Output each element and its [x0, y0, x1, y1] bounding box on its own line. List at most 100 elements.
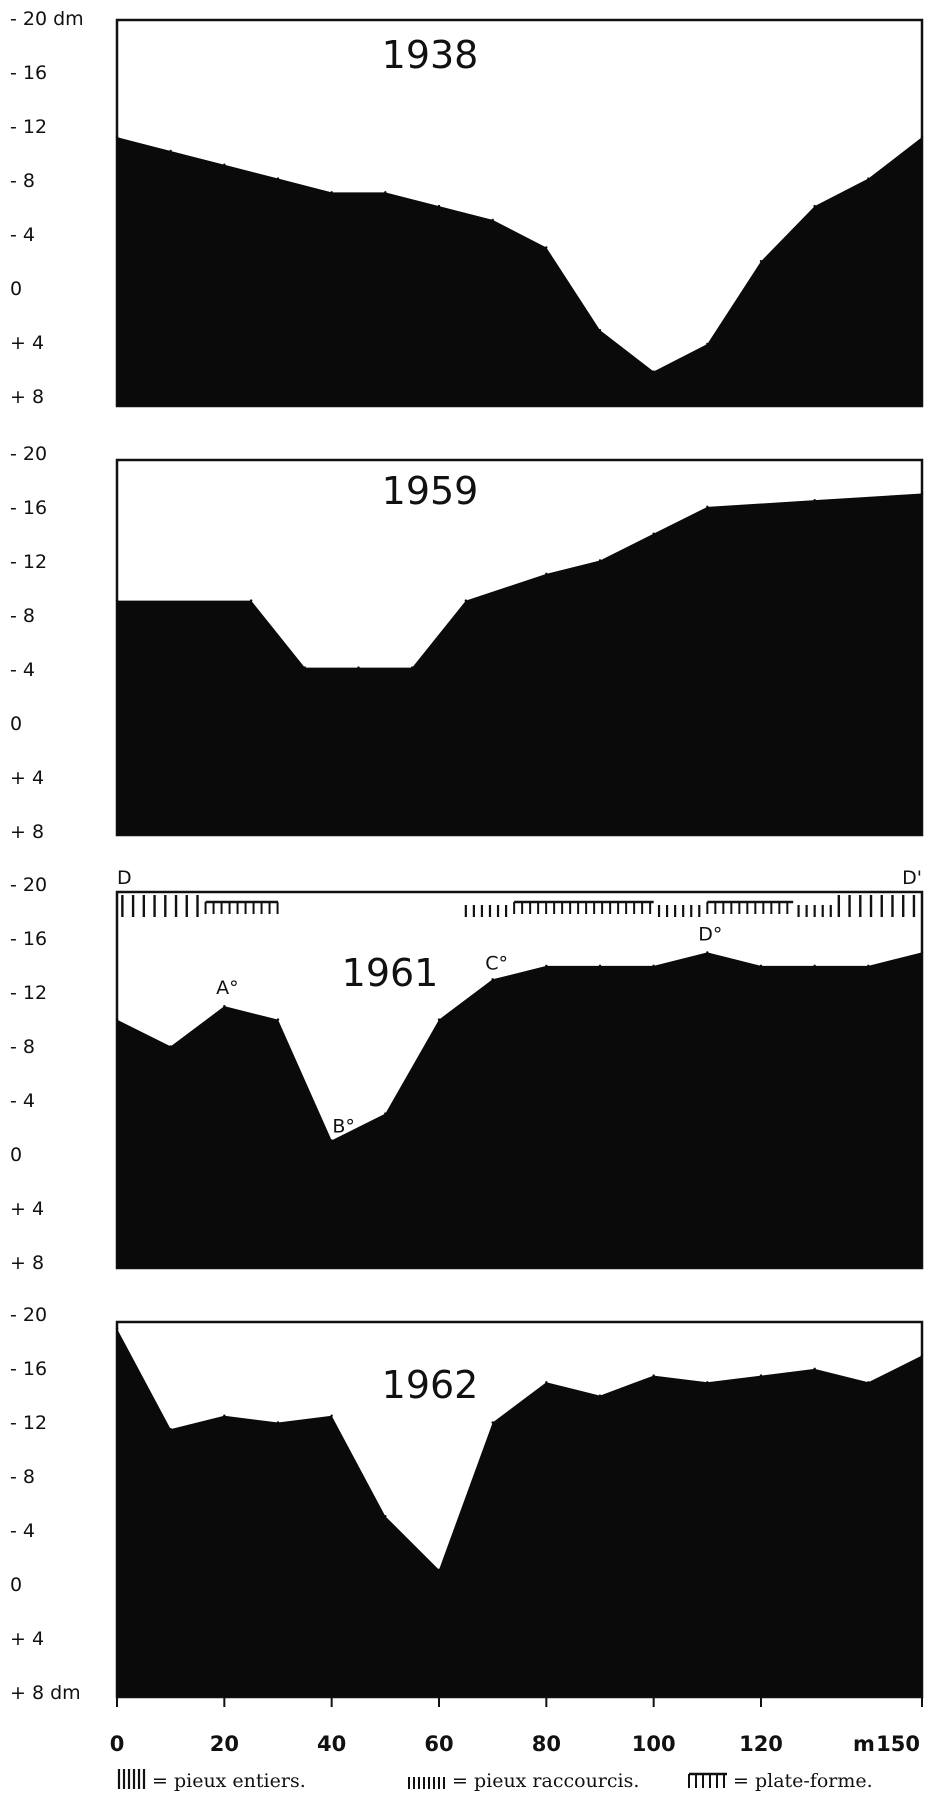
y-tick-label: - 4 — [10, 1090, 35, 1112]
y-tick-label: - 8 — [10, 1036, 35, 1058]
profile-point — [491, 978, 494, 981]
profile-point — [303, 666, 307, 669]
profile-point — [920, 492, 924, 495]
point-label: B° — [332, 1115, 355, 1137]
profile-point — [169, 149, 172, 153]
y-tick-label: + 4 — [10, 1628, 44, 1650]
profile-point — [223, 1414, 226, 1417]
y-tick-label: + 8 dm — [10, 1682, 81, 1704]
profile-point — [169, 1045, 172, 1048]
profile-point — [491, 1421, 494, 1424]
profile-area — [117, 493, 922, 835]
legend-text-short-piles: = pieux raccourcis. — [452, 1770, 639, 1792]
profile-area — [117, 137, 922, 406]
y-tick-label: - 12 — [10, 1412, 47, 1434]
y-tick-label: + 8 — [10, 386, 44, 408]
point-label: A° — [216, 977, 239, 999]
year-title: 1961 — [342, 951, 439, 995]
y-tick-label: - 12 — [10, 116, 47, 138]
profile-point — [813, 964, 816, 968]
profile-point — [276, 1421, 280, 1424]
profile-point — [384, 1112, 387, 1115]
y-tick-label: - 4 — [10, 659, 35, 681]
y-tick-label: 0 — [10, 1144, 22, 1166]
y-tick-label: + 8 — [10, 821, 44, 843]
profile-point — [652, 370, 655, 373]
profile-point — [652, 532, 655, 535]
profile-point — [357, 666, 360, 669]
profile-point — [867, 1381, 870, 1384]
y-tick-label: - 16 — [10, 62, 47, 84]
profile-point — [598, 559, 602, 562]
legend-text-full-piles: = pieux entiers. — [152, 1770, 306, 1792]
profile-point — [491, 218, 494, 222]
profile-point — [598, 964, 602, 968]
profile-point — [437, 204, 441, 208]
y-tick-label: - 12 — [10, 982, 47, 1004]
section-label: D' — [902, 867, 922, 889]
profile-point — [867, 964, 870, 968]
x-tick-label: 20 — [210, 1732, 239, 1756]
y-tick-label: - 8 — [10, 170, 35, 192]
x-tick-label: 40 — [317, 1732, 346, 1756]
profile-point — [169, 1427, 172, 1431]
legend-text-platform: = plate-forme. — [733, 1770, 873, 1792]
x-tick-label: 100 — [632, 1732, 676, 1756]
profile-point — [437, 1018, 441, 1021]
profile-point — [545, 964, 548, 968]
legend: = pieux entiers. = pieux raccourcis. = pla… — [117, 1769, 873, 1792]
profile-point — [330, 191, 333, 194]
profile-point — [920, 135, 924, 139]
y-tick-label: - 20 — [10, 1304, 47, 1326]
profile-point — [330, 1414, 333, 1417]
y-tick-label: - 8 — [10, 1466, 35, 1488]
profile-point — [920, 1354, 924, 1357]
profile-point — [464, 599, 468, 602]
point-label: C° — [485, 952, 508, 974]
profile-point — [115, 135, 119, 139]
point-label: D° — [698, 923, 722, 945]
x-unit-label: m — [853, 1732, 875, 1756]
y-tick-label: 0 — [10, 278, 22, 300]
profile-point — [115, 1018, 119, 1021]
profile-point — [249, 599, 253, 602]
y-tick-label: 0 — [10, 1574, 22, 1596]
y-tick-label: - 16 — [10, 928, 47, 950]
profile-point — [223, 1004, 226, 1008]
x-tick-label: 0 — [110, 1732, 125, 1756]
y-tick-label: - 4 — [10, 1520, 35, 1542]
profile-area — [117, 1328, 922, 1697]
panel-1962: - 20 - 16 - 12 - 8 - 4 0 + 4 + 8 dm 1962 0 20 40 60 8… — [10, 1304, 924, 1756]
y-tick-label: - 20 — [10, 874, 47, 896]
panel-1961: - 20 - 16 - 12 - 8 - 4 0 + 4 + 8 1961 A° B° C° D° D D' — [10, 867, 924, 1274]
profile-point — [813, 498, 816, 502]
profile-point — [115, 1327, 119, 1330]
profile-point — [706, 951, 709, 954]
y-tick-label: - 20 — [10, 443, 47, 465]
panel-1938: - 20 dm - 16 - 12 - 8 - 4 0 + 4 + 8 1938 — [10, 8, 924, 408]
y-tick-label: - 16 — [10, 497, 47, 519]
x-tick-label: 80 — [532, 1732, 561, 1756]
profile-point — [867, 177, 870, 180]
x-tick-label: 60 — [424, 1732, 453, 1756]
profile-point — [545, 246, 548, 249]
profile-point — [598, 328, 602, 332]
profile-point — [223, 163, 226, 166]
profile-point — [330, 1139, 333, 1142]
y-tick-label: - 8 — [10, 605, 35, 627]
profile-point — [410, 666, 414, 669]
profile-point — [437, 1568, 441, 1571]
y-tick-label: - 20 dm — [10, 8, 84, 30]
y-tick-label: - 4 — [10, 224, 35, 246]
profile-point — [276, 1018, 280, 1021]
y-tick-label: - 12 — [10, 551, 47, 573]
year-title: 1938 — [382, 33, 479, 77]
year-title: 1959 — [382, 469, 479, 513]
y-tick-label: + 4 — [10, 332, 44, 354]
y-tick-label: 0 — [10, 713, 22, 735]
y-tick-label: + 4 — [10, 1198, 44, 1220]
profile-point — [384, 1514, 387, 1518]
profile-point — [652, 964, 655, 968]
profile-point — [920, 951, 924, 954]
